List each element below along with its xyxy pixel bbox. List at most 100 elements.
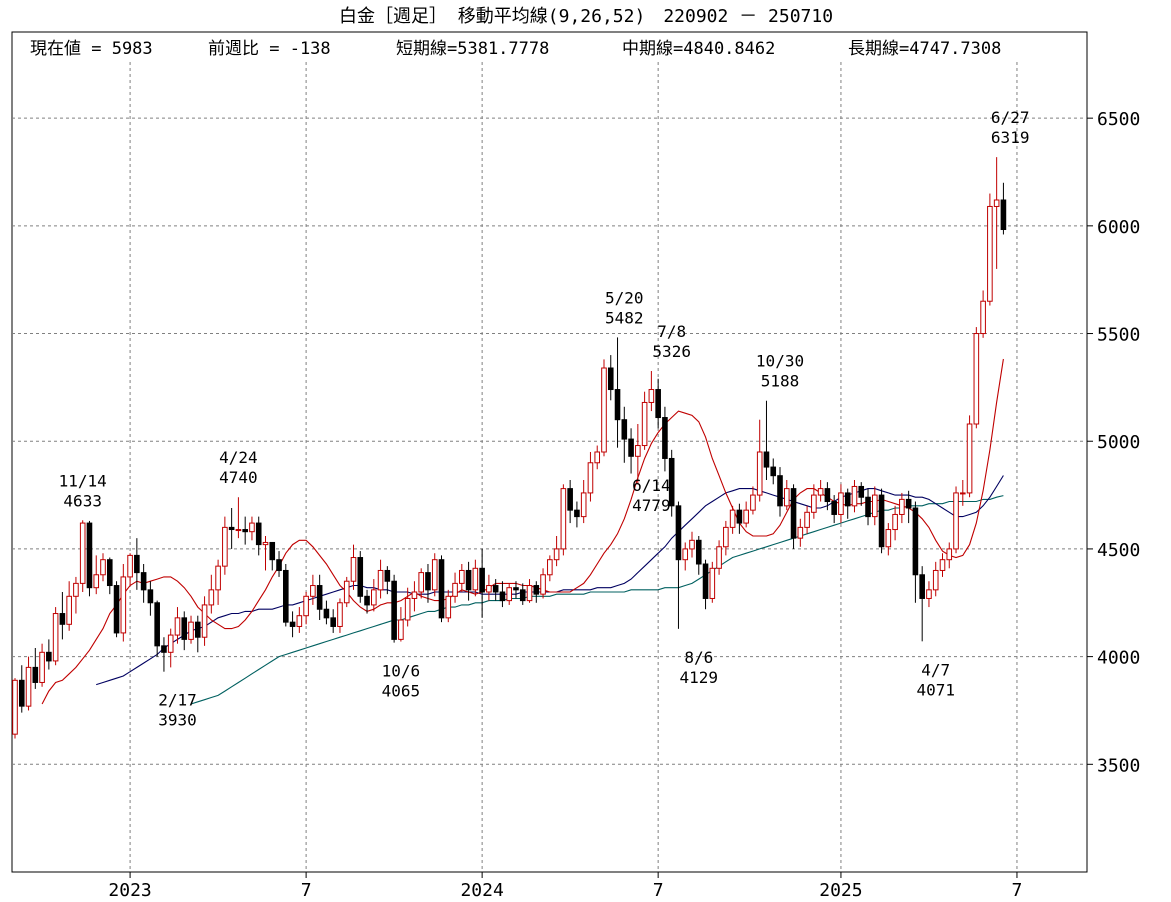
candle-body — [371, 589, 377, 606]
candle-body — [459, 569, 465, 584]
candle-body — [723, 526, 729, 548]
candle — [526, 579, 533, 603]
candle — [811, 484, 817, 519]
candle-body — [695, 539, 702, 565]
candle-body — [323, 608, 330, 619]
candle — [1000, 182, 1007, 235]
candle — [580, 480, 587, 524]
candle-body — [980, 300, 986, 335]
candle — [465, 561, 472, 601]
candle — [675, 501, 682, 629]
candle — [641, 391, 648, 450]
candle — [960, 480, 966, 506]
candle-body — [790, 488, 797, 539]
candle-body — [100, 559, 106, 576]
candle-body — [783, 488, 790, 507]
info-long-ma: 長期線=4747.7308 — [848, 39, 1001, 59]
candle-body — [316, 585, 323, 610]
candle — [824, 482, 831, 511]
candle-body — [32, 666, 39, 683]
candle — [486, 574, 492, 601]
candle-body — [892, 513, 898, 531]
candle-body — [289, 621, 296, 627]
candle-body — [174, 617, 181, 636]
candle — [208, 574, 215, 614]
candle-body — [93, 574, 100, 589]
candle-body — [1000, 199, 1007, 231]
candle-body — [628, 438, 634, 457]
candle — [655, 378, 661, 429]
candle-body — [398, 619, 404, 640]
candle — [912, 501, 919, 603]
candle-body — [987, 205, 993, 302]
candle-body — [52, 613, 59, 662]
candle-body — [79, 522, 86, 584]
info-mid-ma: 中期線=4840.8462 — [622, 39, 775, 59]
candle — [425, 564, 431, 603]
grid-lines — [12, 32, 1087, 872]
annotation-value: 4071 — [916, 680, 955, 699]
candle-body — [770, 466, 777, 477]
candle-body — [750, 494, 756, 511]
y-tick-label: 6000 — [1097, 217, 1140, 238]
candle — [161, 637, 167, 672]
candle-body — [709, 567, 716, 599]
candle-body — [607, 367, 614, 391]
candle-body — [330, 617, 336, 627]
candle-body — [228, 526, 235, 531]
candle — [46, 639, 52, 670]
candle — [303, 592, 309, 625]
candle — [316, 574, 323, 620]
candle-body — [438, 559, 445, 619]
candle — [844, 488, 851, 519]
candle-body — [993, 199, 1000, 207]
candle — [635, 424, 641, 485]
candle — [953, 486, 959, 554]
candle — [932, 561, 939, 597]
candle — [763, 400, 770, 480]
candle — [533, 581, 540, 603]
candle-body — [716, 546, 722, 569]
candle-body — [86, 522, 93, 589]
candle — [181, 611, 188, 651]
candle-body — [756, 451, 763, 496]
candle-body — [235, 529, 242, 532]
x-tick-label: 2025 — [819, 880, 862, 901]
candle-body — [296, 615, 303, 627]
candle-body — [59, 613, 66, 625]
candle-body — [885, 529, 892, 548]
candle-body — [824, 488, 831, 503]
candle — [804, 505, 810, 534]
candle — [228, 508, 235, 549]
candle-body — [161, 645, 167, 653]
candle — [66, 581, 72, 631]
candle-body — [404, 597, 411, 621]
candle-body — [675, 505, 682, 561]
info-bar-bg — [13, 33, 1086, 60]
y-axis-ticks: 3500 4000 4500 5000 5500 6000 6500 — [1087, 109, 1140, 776]
candle-body — [276, 559, 282, 571]
candle — [946, 542, 953, 569]
annotation-date: 10/30 — [756, 352, 804, 371]
candle-body — [919, 574, 925, 599]
candle — [865, 488, 871, 526]
candle — [939, 553, 946, 577]
candle — [93, 555, 100, 595]
candle — [513, 581, 519, 599]
annotation-date: 6/27 — [991, 108, 1030, 127]
candle — [337, 598, 343, 633]
annotation-date: 2/17 — [158, 691, 197, 710]
candle-body — [194, 621, 201, 638]
candle-body — [222, 526, 228, 567]
candle — [194, 615, 201, 653]
candle — [86, 520, 93, 597]
candle-body — [567, 488, 573, 511]
candle — [411, 581, 418, 612]
candle — [885, 523, 892, 556]
candle — [39, 643, 45, 687]
candle-body — [838, 492, 844, 515]
candle-body — [310, 585, 316, 597]
